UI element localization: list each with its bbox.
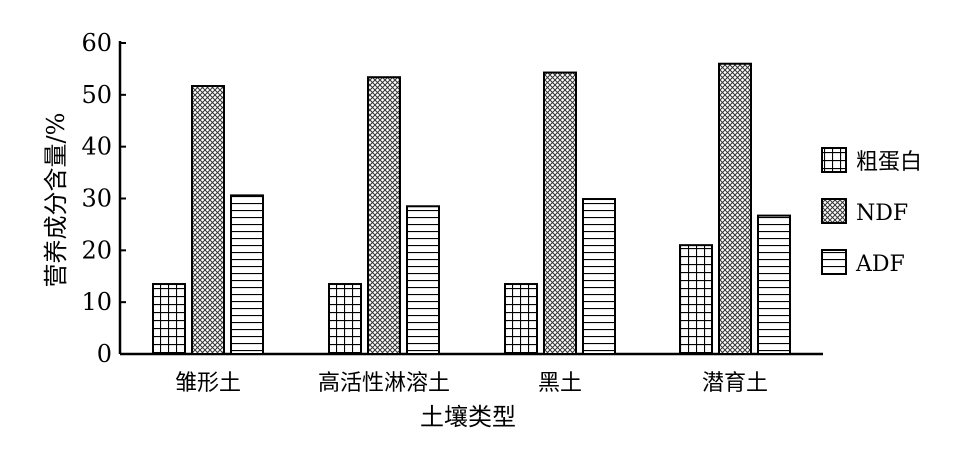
bar-ADF-黑土: [582, 198, 616, 355]
bar-ADF-雏形土: [230, 194, 264, 355]
bar-NDF-雏形土: [191, 85, 225, 355]
y-tick-label: 20: [81, 236, 112, 264]
y-tick-label: 10: [81, 288, 112, 316]
y-tick-label: 0: [97, 340, 112, 368]
y-axis-label: 营养成分含量/%: [42, 113, 70, 288]
bar-粗蛋白-黑土: [504, 283, 538, 355]
bar-NDF-黑土: [543, 71, 577, 355]
legend-label: 粗蛋白: [856, 150, 922, 175]
bar-NDF-潜育土: [718, 62, 752, 355]
bar-粗蛋白-雏形土: [152, 283, 186, 355]
bar-粗蛋白-潜育土: [679, 244, 713, 355]
x-tick-label: 雏形土: [175, 371, 241, 396]
legend-swatch-crosshatch-dots: [821, 198, 847, 224]
legend-label: ADF: [855, 252, 905, 277]
bar-粗蛋白-高活性淋溶土: [328, 283, 362, 355]
x-tick-label: 潜育土: [702, 371, 768, 396]
bar-NDF-高活性淋溶土: [367, 76, 401, 356]
labels: 营养成分含量/% 土壤类型: [42, 113, 516, 431]
y-tick-label: 60: [81, 29, 112, 57]
y-tick-label: 30: [81, 185, 112, 213]
bar-ADF-潜育土: [757, 214, 791, 355]
x-tick-label: 高活性淋溶土: [318, 371, 450, 396]
y-tick-label: 40: [81, 133, 112, 161]
y-tick-label: 50: [81, 81, 112, 109]
x-tick-label: 黑土: [538, 371, 582, 396]
bar-ADF-高活性淋溶土: [406, 205, 440, 355]
legend-label: NDF: [856, 201, 908, 226]
legend: 粗蛋白 NDF ADF: [821, 147, 922, 277]
legend-swatch-horizontal-lines: [821, 249, 847, 275]
bars: 雏形土 高活性淋溶土 黑土 潜育土: [152, 62, 791, 396]
x-axis-label: 土壤类型: [420, 403, 516, 431]
legend-swatch-grid: [821, 147, 847, 173]
